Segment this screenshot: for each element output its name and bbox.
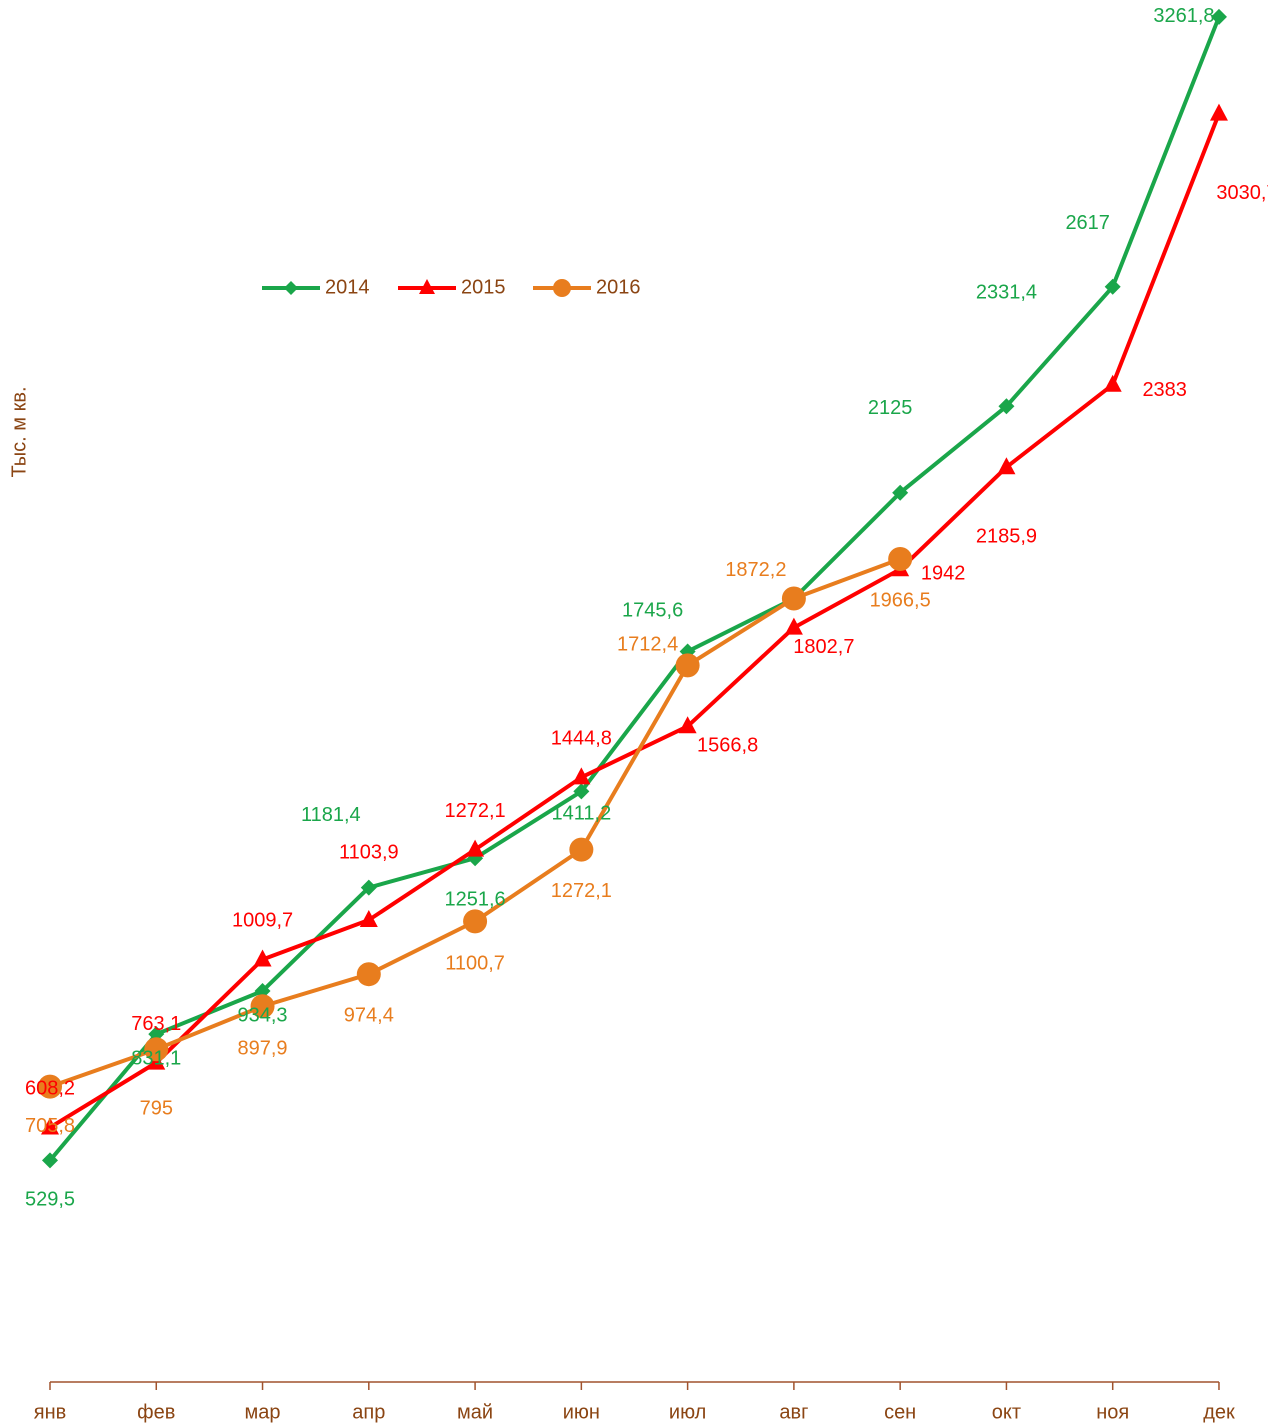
series-2016-data-label: 1272,1: [551, 880, 612, 902]
series-2016-data-label: 705,8: [25, 1115, 75, 1137]
series-2016-point: [144, 1037, 169, 1062]
legend-2015-marker: [419, 279, 435, 294]
series-2015-point: [997, 457, 1016, 475]
series-2016-line: [49, 557, 901, 1089]
series-2014-data-label: 1251,6: [444, 888, 505, 910]
series-2014-line: [48, 16, 1221, 1162]
series-2016-point: [888, 547, 913, 572]
series-2015-point: [253, 949, 272, 967]
series-2015-data-label: 1103,9: [339, 841, 399, 863]
series-2015-data-label: 763,1: [131, 1013, 181, 1035]
series-2014-point: [42, 1152, 58, 1169]
legend-2016-marker: [553, 279, 571, 297]
y-axis-label: Тыс. м кв.: [8, 386, 30, 477]
series-2016-data-label: 1100,7: [445, 953, 505, 975]
series-2015-point: [784, 617, 803, 635]
series-2016-data-label: 974,4: [344, 1004, 394, 1026]
series-2014-data-label: 2617: [1065, 212, 1110, 234]
series-2016-data-label: 795: [140, 1098, 173, 1120]
x-tick-label: сен: [884, 1401, 916, 1423]
series-2016-point: [781, 586, 806, 611]
series-2016-point: [38, 1074, 62, 1099]
series-2015-data-label: 1802,7: [793, 636, 854, 658]
series-2015-point: [359, 910, 378, 928]
series-2016-data-label: 897,9: [238, 1038, 288, 1060]
series-2014-data-label: 2331,4: [976, 282, 1037, 304]
x-tick-label: апр: [352, 1401, 385, 1423]
series-2016-point: [463, 909, 488, 934]
series-2015-point: [1103, 374, 1122, 392]
x-tick-label: май: [457, 1401, 493, 1423]
x-tick-label: фев: [137, 1401, 175, 1423]
series-2015-data-label: 1942: [921, 563, 966, 585]
x-tick-label: июл: [669, 1401, 706, 1423]
series-2015-data-label: 1272,1: [444, 800, 505, 822]
legend-2014-label: 2014: [325, 276, 370, 298]
series-2015-data-label: 3030,7: [1216, 182, 1268, 204]
series-2014-data-label: 1745,6: [622, 600, 683, 622]
legend-2015-label: 2015: [461, 276, 506, 298]
legend-2014-marker: [284, 281, 298, 295]
series-2016-point: [356, 962, 381, 987]
series-2016-data-label: 1872,2: [725, 559, 786, 581]
series-2015-point: [466, 839, 485, 857]
series-2015-data-label: 2185,9: [976, 525, 1037, 547]
series-2015-data-label: 1009,7: [232, 910, 293, 932]
series-2016-data-label: 1712,4: [617, 634, 678, 656]
series-2014-data-label: 2125: [868, 397, 913, 419]
series-2014-data-label: 831,1: [131, 1047, 181, 1069]
legend-2016-label: 2016: [596, 276, 641, 298]
series-2014-point: [998, 398, 1015, 415]
series-2015-line: [48, 112, 1221, 1130]
series-2015-point: [41, 1117, 59, 1135]
series-2016-point: [250, 994, 275, 1019]
series-2015-point: [572, 767, 591, 785]
series-2014-point: [360, 879, 377, 896]
series-2014-data-label: 1181,4: [301, 804, 361, 826]
x-tick-label: мар: [245, 1401, 281, 1423]
x-tick-label: ноя: [1096, 1401, 1129, 1423]
series-2015-data-label: 1444,8: [551, 728, 612, 750]
series-2016-data-label: 1966,5: [870, 589, 931, 611]
series-2014-data-label: 934,3: [238, 1004, 288, 1026]
series-2014-point: [1104, 278, 1121, 295]
series-2014-data-label: 3261,8: [1153, 5, 1214, 27]
series-2015-point: [1209, 103, 1228, 121]
series-2014-point: [1210, 8, 1227, 25]
series-2014-data-label: 1411,2: [552, 803, 612, 825]
series-2015-data-label: 2383: [1142, 379, 1187, 401]
x-tick-label: янв: [34, 1401, 67, 1423]
series-2015-data-label: 1566,8: [697, 735, 758, 757]
series-2015-point: [678, 716, 697, 734]
series-2014-data-label: 529,5: [25, 1189, 75, 1211]
x-tick-label: окт: [992, 1401, 1021, 1423]
x-tick-label: июн: [563, 1401, 600, 1423]
x-tick-label: дек: [1203, 1401, 1235, 1423]
series-2014-point: [573, 783, 590, 800]
series-2016-point: [675, 653, 700, 678]
series-2016-point: [569, 837, 594, 862]
x-tick-label: авг: [779, 1401, 808, 1423]
series-2014-point: [892, 484, 909, 501]
series-2015-data-label: 608,2: [25, 1078, 75, 1100]
